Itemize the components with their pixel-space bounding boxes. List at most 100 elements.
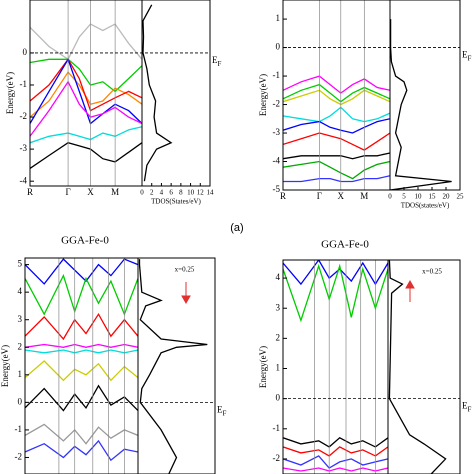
band — [25, 312, 139, 341]
dos-axis-label: TDOS(states/eV) — [401, 202, 450, 210]
dos-tick-label: 14 — [207, 189, 215, 197]
fermi-symbol: E — [217, 404, 223, 414]
dos-tick-label: 5 — [402, 193, 406, 201]
band — [283, 106, 391, 123]
y-tick-label: 0 — [276, 393, 281, 403]
bands — [30, 23, 143, 169]
y-tick-label: 4 — [276, 272, 281, 282]
annotation: x=0.25 — [175, 266, 195, 274]
y-tick-label: -2 — [20, 111, 28, 121]
y-tick-label: -1 — [20, 79, 28, 89]
annotation: x=0.25 — [422, 268, 442, 276]
panel-title: GGA-Fe-0 — [61, 235, 109, 247]
band — [25, 343, 139, 348]
band — [25, 360, 139, 382]
spin-arrow-down — [181, 282, 191, 305]
k-label: Γ — [317, 191, 322, 201]
fermi-symbol: E — [212, 55, 218, 65]
band — [283, 132, 391, 151]
y-tick-label: 2 — [18, 341, 23, 351]
y-tick-label: 0 — [276, 42, 281, 52]
dos-tick-label: 10 — [415, 193, 423, 201]
fermi-symbol: E — [462, 401, 468, 411]
dos-curve — [389, 19, 452, 190]
dos-frame — [137, 257, 216, 474]
k-label: M — [360, 191, 368, 201]
y-tick-label: -4 — [20, 175, 28, 185]
fermi-subscript: F — [223, 409, 227, 417]
dos-tick-label: 4 — [160, 189, 164, 197]
k-label: Γ — [65, 187, 70, 197]
y-tick-label: 0 — [23, 47, 28, 57]
dos-tick-label: 12 — [197, 189, 205, 197]
y-tick-label: 0 — [18, 396, 23, 406]
y-tick-label: 3 — [18, 314, 23, 324]
band — [283, 160, 391, 180]
dos-tick-label: 15 — [429, 193, 437, 201]
band — [25, 384, 139, 412]
y-tick-label: 3 — [276, 302, 281, 312]
y-tick-label: 1 — [18, 369, 23, 379]
y-tick-label: -1 — [15, 424, 23, 434]
dos-curve — [142, 4, 173, 182]
dos-curve — [388, 260, 447, 474]
band — [25, 439, 139, 462]
dos-tick-label: 6 — [169, 189, 173, 197]
k-label: R — [27, 187, 33, 197]
k-label: M — [111, 187, 119, 197]
band — [30, 126, 143, 144]
y-tick-label: -1 — [273, 70, 281, 80]
dos-tick-label: 8 — [179, 189, 183, 197]
dos-tick-label: 0 — [140, 189, 144, 197]
fermi-label: EF — [462, 401, 472, 414]
y-tick-label: -1 — [273, 423, 281, 433]
band — [25, 258, 139, 285]
band — [25, 423, 139, 445]
band — [283, 260, 389, 286]
band — [283, 89, 391, 106]
k-label: X — [338, 191, 345, 201]
fermi-label: EF — [212, 55, 222, 68]
band — [283, 118, 391, 134]
y-tick-label: -5 — [273, 184, 281, 194]
k-label: R — [280, 191, 286, 201]
band — [283, 455, 389, 469]
fermi-subscript: F — [468, 54, 472, 62]
band — [283, 467, 389, 472]
dos-tick-label: 0 — [388, 193, 392, 201]
dos-frame — [387, 259, 461, 474]
bands — [283, 75, 391, 183]
y-tick-label: -2 — [15, 452, 23, 462]
y-tick-label: -3 — [20, 143, 28, 153]
fermi-label: EF — [462, 50, 472, 63]
y-axis-label: Energy(eV) — [0, 345, 10, 387]
dos-tick-label: 10 — [187, 189, 195, 197]
dos-tick-label: 25 — [457, 193, 465, 201]
k-label: X — [87, 187, 94, 197]
dos-axis-label: TDOS(States/eV) — [151, 198, 201, 206]
y-axis-label: Energy(eV) — [5, 72, 15, 114]
band — [283, 83, 391, 103]
dos-frame — [141, 0, 211, 187]
spin-arrow-up — [405, 279, 415, 302]
fermi-symbol: E — [462, 50, 468, 60]
y-tick-label: 1 — [276, 363, 281, 373]
y-tick-label: 4 — [18, 286, 23, 296]
y-tick-label: -2 — [273, 453, 281, 463]
band — [283, 446, 389, 457]
caption: (a) — [230, 222, 243, 234]
y-tick-label: 2 — [276, 332, 281, 342]
dos-tick-label: 20 — [443, 193, 451, 201]
y-tick-label: -3 — [273, 127, 281, 137]
y-tick-label: -4 — [273, 156, 281, 166]
y-axis-label: Energy(eV) — [258, 74, 268, 116]
y-axis-label: Energy(eV) — [258, 346, 268, 388]
bands — [283, 260, 389, 472]
dos-frame — [389, 0, 461, 191]
band — [283, 175, 391, 183]
panel-title: GGA-Fe-0 — [321, 239, 369, 251]
dos-curve — [138, 259, 208, 474]
fermi-subscript: F — [218, 60, 222, 68]
fermi-subscript: F — [468, 405, 472, 413]
